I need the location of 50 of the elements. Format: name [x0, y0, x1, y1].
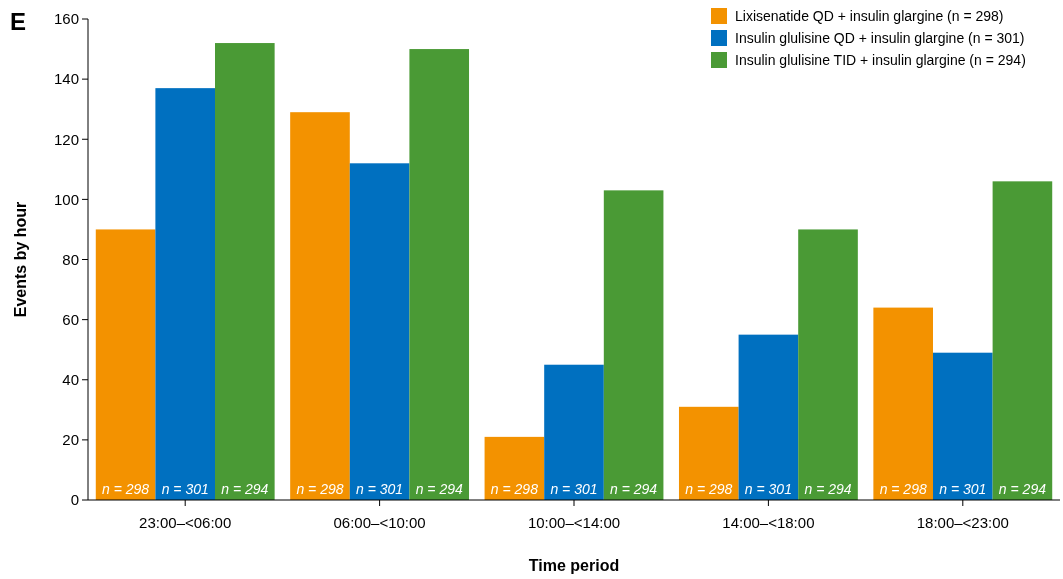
y-tick-label: 120	[53, 130, 79, 148]
bar	[798, 229, 858, 500]
y-tick-label: 80	[62, 250, 79, 268]
legend-label: Insulin glulisine TID + insulin glargine (n = 294)	[735, 51, 1026, 68]
y-tick-label: 140	[53, 70, 79, 88]
bar	[544, 364, 604, 500]
annotation: n = 294	[610, 481, 658, 497]
legend-label: Lixisenatide QD + insulin glargine (n = 298)	[735, 7, 1004, 24]
x-tick-label: 18:00–<23:00	[916, 514, 1009, 531]
y-tick-label: 60	[62, 310, 79, 328]
y-axis-title: Events by hour	[12, 201, 29, 318]
annotation: n = 301	[356, 481, 404, 497]
bar	[349, 163, 410, 500]
bar	[290, 112, 350, 500]
y-tick-label: 160	[53, 10, 79, 28]
bar	[603, 190, 664, 500]
bar	[484, 436, 545, 500]
y-tick-label: 0	[70, 491, 79, 509]
bar	[409, 49, 470, 500]
legend-label: Insulin glulisine QD + insulin glargine (n = 301)	[735, 29, 1025, 46]
text: E	[10, 8, 27, 35]
y-tick-label: 100	[53, 190, 79, 208]
y-tick-label: 40	[62, 371, 79, 388]
annotation: n = 294	[804, 481, 852, 497]
annotation: n = 294	[221, 481, 269, 497]
annotation: n = 301	[744, 481, 792, 497]
bar	[873, 307, 933, 500]
annotation: n = 298	[879, 481, 927, 497]
annotation: n = 298	[102, 481, 150, 497]
x-axis-title: Time period	[528, 557, 620, 574]
annotation: n = 298	[685, 481, 733, 497]
x-tick-label: 23:00–<06:00	[139, 514, 232, 531]
bar	[992, 181, 1053, 500]
bar	[95, 229, 156, 500]
bar	[932, 352, 993, 500]
annotation: n = 294	[415, 481, 463, 497]
x-tick-label: 14:00–<18:00	[722, 514, 815, 531]
bar	[155, 88, 216, 500]
annotation: n = 301	[550, 481, 598, 497]
x-tick-label: 10:00–<14:00	[527, 514, 621, 531]
annotation: n = 294	[998, 481, 1047, 497]
bar	[215, 43, 275, 500]
annotation: n = 301	[161, 481, 209, 497]
bar	[678, 406, 739, 500]
y-tick-label: 20	[62, 431, 79, 449]
annotation: n = 301	[939, 481, 987, 497]
annotation: n = 298	[296, 481, 344, 497]
x-tick-label: 06:00–<10:00	[333, 514, 426, 531]
bar	[738, 334, 799, 500]
annotation: n = 298	[490, 481, 539, 497]
